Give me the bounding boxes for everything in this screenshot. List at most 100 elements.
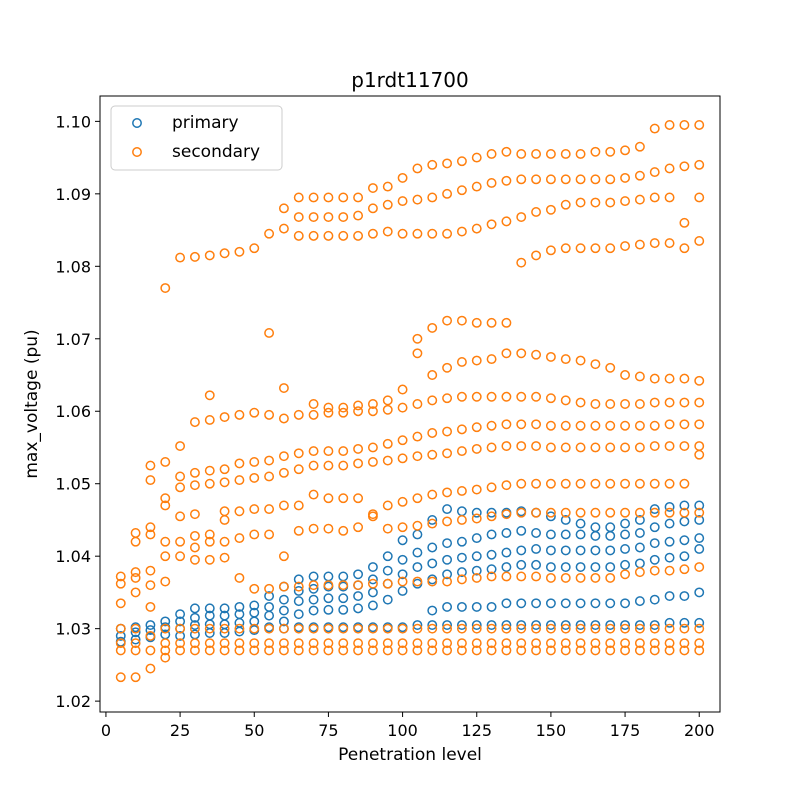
primary-point	[397, 535, 408, 546]
secondary-point	[427, 489, 438, 500]
secondary-point	[620, 623, 631, 634]
secondary-point	[397, 496, 408, 507]
y-axis-label: max_voltage (pu)	[22, 329, 42, 478]
primary-point	[560, 515, 571, 525]
secondary-point	[486, 219, 497, 230]
secondary-point	[323, 580, 334, 591]
secondary-point	[249, 457, 260, 467]
secondary-point	[590, 146, 601, 157]
secondary-point	[545, 149, 556, 159]
secondary-point	[442, 487, 453, 498]
secondary-point	[160, 551, 171, 562]
secondary-point	[531, 645, 542, 656]
secondary-point	[115, 672, 126, 683]
x-tick-label: 125	[461, 721, 492, 740]
secondary-point	[575, 149, 586, 159]
secondary-point	[560, 243, 571, 254]
primary-point	[501, 528, 512, 538]
secondary-point	[560, 638, 571, 649]
secondary-point	[634, 420, 645, 431]
secondary-point	[293, 638, 304, 649]
secondary-point	[278, 623, 289, 634]
secondary-point	[694, 159, 705, 170]
primary-point	[634, 515, 645, 525]
secondary-point	[427, 322, 438, 333]
y-tick-label: 1.06	[55, 402, 91, 421]
primary-point	[427, 620, 438, 630]
primary-point	[367, 562, 378, 573]
secondary-point	[115, 645, 126, 656]
secondary-point	[338, 525, 349, 536]
secondary-point	[308, 623, 319, 634]
secondary-point	[293, 645, 304, 656]
secondary-point	[427, 645, 438, 656]
secondary-point	[427, 623, 438, 634]
series-secondary	[115, 120, 705, 683]
secondary-point	[278, 467, 289, 478]
secondary-point	[605, 623, 616, 634]
secondary-point	[367, 442, 378, 453]
primary-point	[545, 620, 556, 630]
primary-point	[679, 617, 690, 628]
secondary-point	[531, 174, 542, 185]
secondary-point	[456, 486, 467, 496]
secondary-point	[397, 576, 408, 587]
secondary-point	[620, 478, 631, 489]
primary-point	[471, 601, 482, 612]
primary-point	[471, 507, 482, 518]
secondary-point	[545, 204, 556, 215]
primary-point	[175, 616, 186, 627]
secondary-point	[679, 638, 690, 649]
secondary-point	[338, 623, 349, 634]
secondary-point	[427, 370, 438, 380]
x-tick-label: 175	[610, 721, 641, 740]
primary-point	[516, 620, 527, 630]
secondary-point	[442, 228, 453, 239]
secondary-point	[338, 230, 349, 241]
secondary-point	[249, 583, 260, 594]
secondary-point	[160, 638, 171, 649]
secondary-point	[175, 471, 186, 482]
secondary-point	[634, 567, 645, 578]
secondary-point	[204, 529, 215, 540]
primary-point	[664, 536, 675, 547]
primary-point	[575, 545, 586, 556]
primary-point	[634, 620, 645, 630]
secondary-point	[293, 230, 304, 241]
secondary-point	[456, 391, 467, 402]
secondary-point	[664, 373, 675, 384]
secondary-point	[664, 419, 675, 430]
secondary-point	[234, 638, 245, 649]
secondary-point	[204, 414, 215, 425]
secondary-point	[427, 228, 438, 239]
secondary-point	[353, 458, 364, 469]
secondary-point	[189, 554, 200, 565]
secondary-point	[590, 420, 601, 431]
primary-point	[501, 547, 512, 558]
primary-point	[575, 598, 586, 609]
secondary-point	[338, 212, 349, 222]
primary-point	[353, 591, 364, 601]
secondary-point	[264, 455, 275, 466]
primary-point	[175, 609, 186, 620]
y-tick-label: 1.07	[55, 330, 91, 349]
secondary-point	[486, 317, 497, 328]
secondary-point	[308, 446, 319, 457]
legend-box	[110, 105, 283, 171]
secondary-point	[278, 500, 289, 511]
secondary-point	[308, 409, 319, 420]
secondary-point	[130, 672, 141, 683]
secondary-point	[204, 465, 215, 476]
secondary-point	[293, 464, 304, 475]
secondary-point	[367, 228, 378, 239]
secondary-point	[456, 315, 467, 326]
primary-point	[219, 628, 230, 638]
secondary-point	[679, 623, 690, 634]
secondary-point	[694, 235, 705, 246]
secondary-point	[130, 623, 141, 634]
secondary-point	[367, 638, 378, 649]
secondary-point	[204, 250, 215, 261]
secondary-point	[189, 638, 200, 649]
primary-point	[649, 620, 660, 630]
secondary-point	[219, 412, 230, 422]
